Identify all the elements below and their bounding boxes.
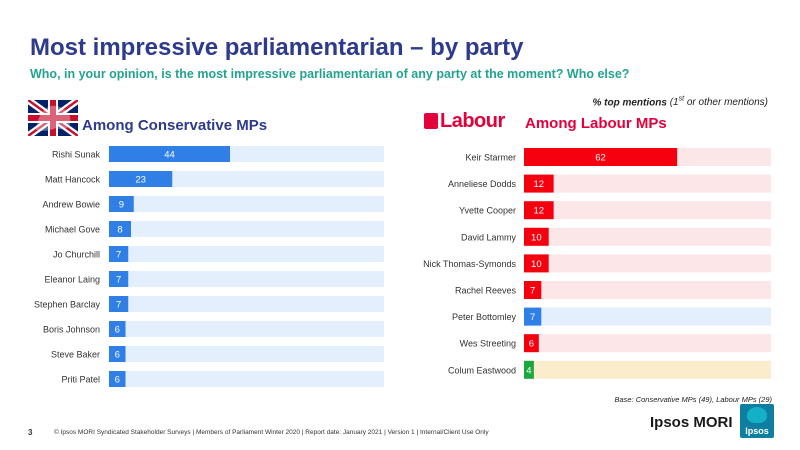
labour-category-label: Rachel Reeves — [455, 286, 517, 296]
ipsos-badge-label: Ipsos — [745, 426, 769, 436]
page-number: 3 — [28, 428, 33, 437]
labour-category-label: Nick Thomas-Symonds — [423, 259, 516, 269]
labour-category-label: Peter Bottomley — [452, 312, 517, 322]
conservative-tree-logo — [28, 100, 78, 136]
ipsos-logo-icon — [747, 407, 767, 423]
labour-bar-track — [524, 201, 771, 220]
labour-data-label: 6 — [529, 339, 534, 350]
conservative-bar — [109, 296, 129, 312]
conservative-data-label: 9 — [119, 200, 124, 211]
conservative-category-label: Boris Johnson — [43, 325, 100, 335]
conservative-bar — [109, 171, 173, 187]
labour-bar-track — [524, 307, 771, 326]
conservative-bar — [109, 271, 129, 287]
labour-logo-word: Labour — [440, 110, 505, 132]
conservative-data-label: 6 — [115, 325, 120, 336]
labour-bar — [524, 334, 539, 353]
labour-bar — [524, 148, 678, 166]
conservative-category-label: Andrew Bowie — [42, 200, 100, 210]
conservative-bar-track — [109, 371, 384, 387]
labour-bar-track — [524, 281, 771, 299]
conservative-bar-track — [109, 346, 384, 362]
conservative-bar-track — [109, 221, 384, 237]
legend-note: % top mentions (1st or other mentions) — [592, 96, 768, 108]
conservative-category-label: Jo Churchill — [53, 250, 100, 260]
labour-category-label: David Lammy — [461, 232, 517, 242]
labour-bar-track — [524, 174, 771, 193]
conservative-bar — [109, 221, 131, 237]
conservative-data-label: 8 — [117, 225, 122, 236]
labour-bar — [524, 360, 534, 379]
conservative-category-label: Rishi Sunak — [52, 150, 101, 160]
labour-bar — [524, 254, 549, 273]
conservative-bar — [109, 321, 126, 337]
conservative-data-label: 7 — [116, 250, 121, 261]
conservative-category-label: Stephen Barclay — [34, 300, 101, 310]
labour-bar-track — [524, 254, 771, 273]
labour-category-label: Anneliese Dodds — [448, 179, 517, 189]
labour-data-label: 12 — [534, 206, 545, 217]
conservative-category-label: Priti Patel — [61, 375, 100, 385]
labour-category-label: Wes Streeting — [460, 339, 516, 349]
footer-text: © Ipsos MORI Syndicated Stakeholder Surv… — [54, 429, 489, 436]
labour-chart-title: Among Labour MPs — [525, 115, 667, 132]
conservative-chart-title: Among Conservative MPs — [82, 117, 268, 134]
labour-bar-track — [524, 227, 771, 246]
labour-bar — [524, 227, 549, 246]
labour-bar — [524, 201, 554, 220]
labour-data-label: 12 — [534, 179, 545, 190]
conservative-data-label: 44 — [164, 150, 175, 161]
conservative-bar — [109, 246, 129, 262]
labour-data-label: 4 — [526, 365, 531, 376]
labour-rose-icon — [424, 113, 438, 129]
conservative-bar — [109, 146, 230, 162]
conservative-bar-track — [109, 196, 384, 212]
labour-bar-track — [524, 334, 771, 353]
labour-bar — [524, 174, 554, 193]
conservative-data-label: 7 — [116, 275, 121, 286]
labour-bar-track — [524, 360, 771, 379]
ipsos-logo-badge: Ipsos — [740, 404, 774, 438]
conservative-category-label: Eleanor Laing — [44, 275, 100, 285]
labour-data-label: 7 — [530, 286, 535, 297]
conservative-category-label: Michael Gove — [45, 225, 100, 235]
ipsos-mori-wordmark: Ipsos MORI — [650, 414, 733, 431]
legend-note-paren: (1st or other mentions) — [666, 96, 768, 109]
conservative-bar-track — [109, 246, 384, 262]
labour-bar — [524, 281, 542, 299]
labour-category-label: Colum Eastwood — [448, 365, 516, 375]
conservative-data-label: 7 — [116, 300, 121, 311]
labour-data-label: 7 — [530, 312, 535, 323]
conservative-bar-track — [109, 271, 384, 287]
labour-data-label: 10 — [531, 232, 542, 243]
labour-category-label: Yvette Cooper — [459, 206, 516, 216]
conservative-bar — [109, 346, 126, 362]
conservative-data-label: 6 — [115, 350, 120, 361]
conservative-bar-track — [109, 296, 384, 312]
conservative-category-label: Steve Baker — [51, 350, 100, 360]
conservative-category-label: Matt Hancock — [45, 175, 101, 185]
labour-data-label: 10 — [531, 259, 542, 270]
page-title: Most impressive parliamentarian – by par… — [30, 34, 524, 61]
conservative-bar — [109, 371, 126, 387]
labour-bar — [524, 307, 542, 326]
legend-note-prefix: % top mentions — [592, 97, 667, 109]
conservative-data-label: 6 — [115, 375, 120, 386]
conservative-bar-track — [109, 171, 384, 187]
conservative-bar — [109, 196, 134, 212]
base-note: Base: Conservative MPs (49), Labour MPs … — [614, 395, 772, 404]
labour-data-label: 62 — [595, 153, 606, 164]
labour-category-label: Keir Starmer — [465, 153, 516, 163]
page-subtitle: Who, in your opinion, is the most impres… — [30, 67, 630, 81]
conservative-bar-track — [109, 321, 384, 337]
conservative-data-label: 23 — [135, 175, 146, 186]
labour-logo: Labour — [424, 111, 505, 131]
